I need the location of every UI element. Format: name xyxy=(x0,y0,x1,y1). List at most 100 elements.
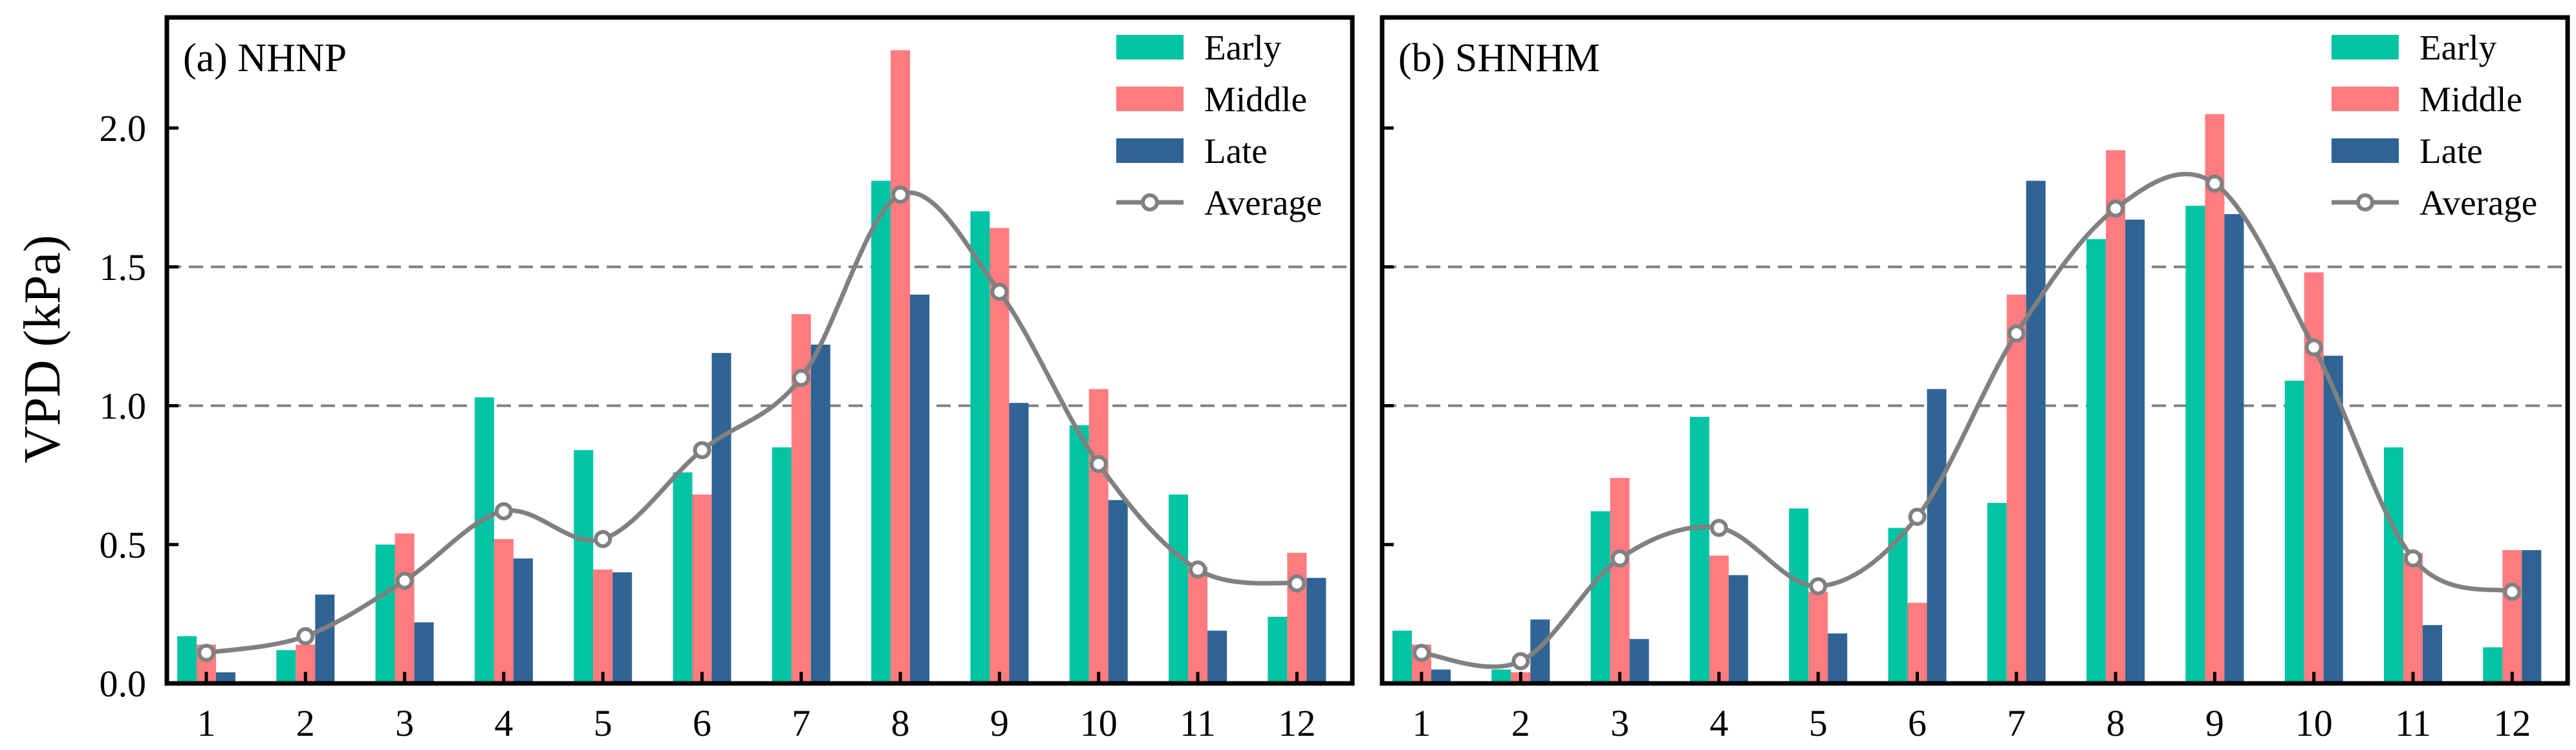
bar-late xyxy=(2323,356,2343,683)
bar-early xyxy=(1689,416,1709,683)
bar-early xyxy=(772,447,792,683)
legend-label-late: Late xyxy=(1204,131,1268,171)
x-tick-label: 2 xyxy=(1511,702,1530,744)
x-tick-label: 7 xyxy=(792,702,810,744)
average-marker xyxy=(891,186,910,204)
average-marker xyxy=(2404,549,2422,568)
bar-early xyxy=(2185,206,2205,683)
bar-late xyxy=(2224,214,2244,684)
bar-middle xyxy=(1808,592,1828,683)
bar-middle xyxy=(1610,478,1630,683)
average-marker xyxy=(1511,652,1530,670)
average-marker xyxy=(197,643,215,662)
bar-middle xyxy=(2403,553,2423,683)
average-marker xyxy=(2007,324,2026,343)
legend-label-late: Late xyxy=(2419,131,2483,171)
bar-middle xyxy=(692,494,712,683)
y-tick-label: 0.0 xyxy=(100,663,147,705)
bar-early xyxy=(1888,528,1908,683)
bar-early xyxy=(1491,669,1511,683)
bar-middle xyxy=(593,569,613,683)
x-tick-label: 9 xyxy=(2205,702,2224,744)
bar-early xyxy=(2483,647,2503,683)
bar-early xyxy=(1392,630,1412,683)
average-marker xyxy=(990,283,1009,301)
bar-early xyxy=(1789,508,1809,683)
x-tick-label: 2 xyxy=(296,702,315,744)
legend-swatch-middle xyxy=(1116,87,1184,111)
legend-label-middle: Middle xyxy=(2419,80,2522,119)
average-line xyxy=(1421,171,2513,669)
bar-early xyxy=(970,211,990,683)
bar-late xyxy=(2522,550,2542,683)
x-tick-label: 11 xyxy=(1180,702,1216,744)
plot-frame xyxy=(164,15,1355,686)
bar-early xyxy=(2384,447,2403,683)
x-tick-label: 11 xyxy=(2395,702,2431,744)
bar-late xyxy=(1108,500,1128,683)
bar-early xyxy=(1590,511,1610,683)
average-marker xyxy=(494,502,513,520)
plot-frame xyxy=(1380,15,2570,686)
legend-swatch-early xyxy=(2332,35,2399,59)
average-marker xyxy=(792,369,810,387)
y-tick-label: 0.5 xyxy=(100,524,147,566)
legend-label-early: Early xyxy=(1204,28,1282,67)
bar-early xyxy=(871,180,891,684)
bar-late xyxy=(513,558,533,683)
x-tick-label: 10 xyxy=(2295,702,2333,744)
x-tick-label: 10 xyxy=(1080,702,1118,744)
bar-late xyxy=(612,572,633,683)
bar-early xyxy=(1169,494,1188,683)
average-marker xyxy=(395,572,414,590)
bar-middle xyxy=(2502,550,2522,683)
x-tick-label: 1 xyxy=(1412,702,1431,744)
x-tick-label: 12 xyxy=(2493,702,2531,744)
average-marker xyxy=(1089,455,1108,473)
x-tick-label: 5 xyxy=(594,702,612,744)
y-tick-label: 1.0 xyxy=(100,385,147,427)
legend-swatch-late xyxy=(2332,138,2399,163)
bar-middle xyxy=(395,533,415,683)
x-tick-label: 7 xyxy=(2007,702,2026,744)
bar-late xyxy=(1431,669,1451,683)
average-marker xyxy=(1709,519,1728,537)
average-marker xyxy=(1610,549,1629,568)
bar-late xyxy=(414,622,434,683)
bar-middle xyxy=(1907,603,1927,683)
bar-early xyxy=(673,472,693,683)
x-tick-label: 8 xyxy=(891,702,910,744)
average-marker xyxy=(1412,643,1431,662)
x-tick-label: 3 xyxy=(1610,702,1629,744)
bar-middle xyxy=(1088,389,1109,683)
legend-swatch-middle xyxy=(2332,87,2399,111)
bar-late xyxy=(216,672,235,683)
average-marker xyxy=(1809,577,1828,595)
x-tick-label: 8 xyxy=(2106,702,2125,744)
bar-late xyxy=(910,294,930,683)
average-marker xyxy=(2304,338,2323,357)
bar-late xyxy=(1927,389,1947,683)
x-tick-label: 6 xyxy=(1908,702,1927,744)
bar-early xyxy=(375,544,395,684)
bar-middle xyxy=(2006,294,2026,683)
x-tick-label: 12 xyxy=(1278,702,1315,744)
bar-late xyxy=(1207,630,1227,683)
panel-a: 1 2 3 4 5 6 7 8 9 10 11 120.00.51.01.52.0(a) NHNP Ea… xyxy=(100,15,1355,744)
panel-b: 1 2 3 4 5 6 7 8 9 10 11 12(b) SHNHM EarlyMiddleLateA… xyxy=(1380,15,2570,744)
panel-title: (b) SHNHM xyxy=(1398,36,1600,80)
bar-late xyxy=(810,345,830,683)
x-tick-label: 1 xyxy=(197,702,216,744)
legend-label-middle: Middle xyxy=(1204,80,1307,119)
bar-middle xyxy=(1188,566,1207,683)
average-marker xyxy=(1908,508,1927,526)
y-axis-label: VPD (kPa) xyxy=(14,235,71,463)
bar-early xyxy=(1268,616,1288,683)
bar-late xyxy=(1306,577,1326,683)
bar-early xyxy=(2284,380,2304,683)
average-marker xyxy=(2106,199,2125,218)
bar-late xyxy=(2026,180,2046,684)
legend-marker-average xyxy=(2356,193,2374,211)
x-tick-label: 5 xyxy=(1809,702,1828,744)
